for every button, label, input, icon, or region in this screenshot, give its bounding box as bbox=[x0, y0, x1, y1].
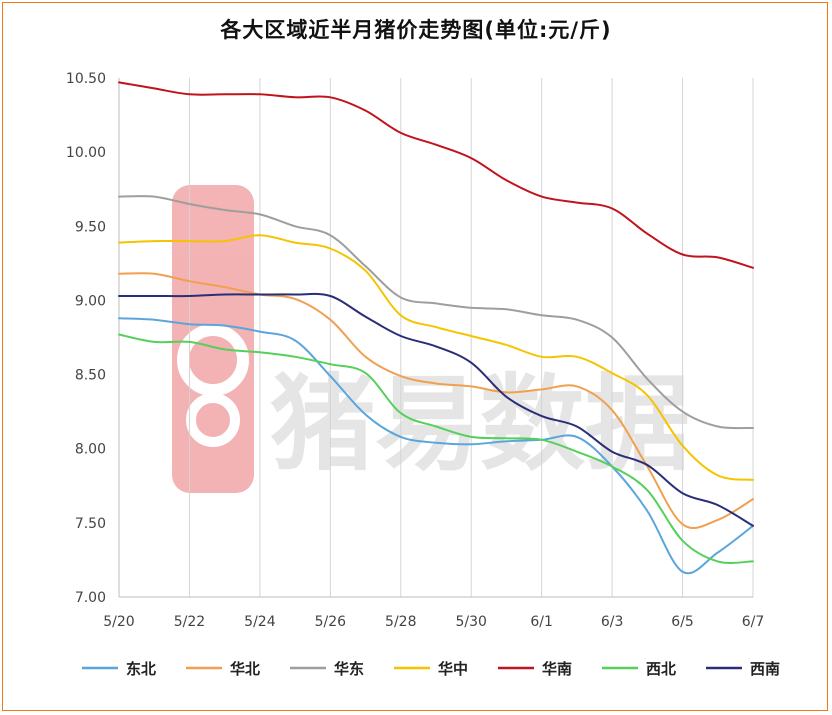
legend-label-5: 华南 bbox=[542, 660, 572, 678]
x-tick-label: 5/22 bbox=[174, 614, 205, 630]
x-tick-label: 6/7 bbox=[742, 614, 765, 630]
x-tick-label: 5/28 bbox=[385, 614, 416, 630]
legend-label-1: 东北 bbox=[126, 660, 156, 678]
y-tick-label: 8.00 bbox=[75, 442, 106, 458]
legend-label-3: 华东 bbox=[334, 660, 364, 678]
series-line-1 bbox=[118, 317, 754, 575]
y-tick-label: 7.00 bbox=[75, 590, 106, 606]
x-tick-label: 5/26 bbox=[315, 614, 347, 630]
axes bbox=[118, 78, 753, 598]
y-tick-label: 10.50 bbox=[66, 71, 106, 87]
y-tick-label: 9.50 bbox=[75, 219, 106, 235]
series-line-5 bbox=[118, 81, 754, 269]
y-tick-label: 8.50 bbox=[75, 368, 106, 384]
watermark-text: 猪易数据 bbox=[270, 363, 690, 485]
legend-label-6: 西北 bbox=[646, 660, 676, 678]
series-line-7 bbox=[118, 292, 754, 527]
y-axis-tick-labels: 7.00 7.50 8.00 8.50 9.00 9.50 10.00 10.50 bbox=[66, 71, 106, 606]
chart-title: 各大区域近半月猪价走势图(单位:元/斤) bbox=[220, 18, 612, 42]
x-tick-label: 5/20 bbox=[103, 614, 134, 630]
x-tick-label: 5/30 bbox=[455, 614, 486, 630]
watermark-logo-ring bbox=[177, 324, 249, 396]
gridlines bbox=[118, 78, 754, 597]
x-tick-label: 6/1 bbox=[530, 614, 553, 630]
legend-label-2: 华北 bbox=[230, 660, 260, 678]
series-line-3 bbox=[118, 195, 754, 430]
legend: 东北 华北 华东 华中 华南 西北 西南 bbox=[82, 660, 780, 678]
series-layer bbox=[118, 81, 754, 575]
watermark-logo-background bbox=[172, 185, 254, 493]
legend-label-4: 华中 bbox=[438, 660, 468, 678]
y-tick-label: 10.00 bbox=[66, 145, 106, 161]
watermark: 猪易数据 bbox=[172, 185, 690, 493]
series-line-4 bbox=[118, 234, 754, 481]
series-line-2 bbox=[118, 272, 754, 529]
y-tick-label: 7.50 bbox=[75, 516, 106, 532]
x-axis-tick-labels: 5/20 5/22 5/24 5/26 5/28 5/30 6/1 6/3 6/5 6/7 bbox=[103, 614, 764, 630]
x-tick-label: 6/3 bbox=[601, 614, 624, 630]
series-line-6 bbox=[118, 333, 754, 564]
watermark-logo-ring-lower bbox=[186, 393, 240, 447]
x-tick-label: 6/5 bbox=[671, 614, 694, 630]
x-tick-label: 5/24 bbox=[244, 614, 276, 630]
y-tick-label: 9.00 bbox=[75, 293, 106, 309]
legend-label-7: 西南 bbox=[750, 660, 780, 678]
